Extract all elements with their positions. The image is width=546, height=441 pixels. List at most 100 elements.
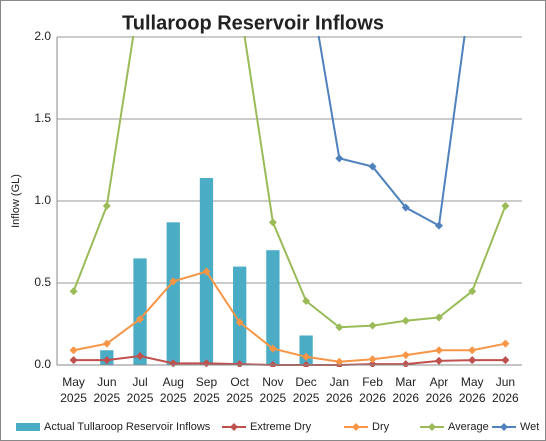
legend-label: Average [448, 421, 489, 433]
x-tick-label: Oct 2025 [226, 375, 253, 405]
point [302, 297, 311, 306]
legend-marker [500, 423, 508, 431]
x-tick-label-part: Jun [97, 375, 116, 389]
plot-area [69, 36, 510, 367]
x-tick-label: Jun 2025 [93, 375, 120, 405]
point [235, 318, 244, 327]
x-tick-label-part: Aug [163, 375, 184, 389]
series-line [73, 270, 506, 363]
legend-label: Dry [372, 421, 390, 433]
legend-marker [230, 423, 238, 431]
point [501, 356, 510, 365]
x-tick-label: Nov 2025 [260, 375, 287, 405]
point [268, 344, 277, 353]
y-axis-label: Inflow (GL) [10, 174, 22, 228]
x-tick-label-part: Jan [330, 375, 349, 389]
x-tick-label-part: Feb [362, 375, 383, 389]
x-tick-label: Jul 2025 [127, 375, 154, 405]
bar [166, 222, 180, 365]
x-tick-label: Mar 2026 [392, 375, 419, 405]
x-tick-label-part: 2026 [459, 391, 486, 405]
y-tick-label: 0.5 [34, 275, 51, 289]
x-tick-label-part: 2026 [492, 391, 519, 405]
legend-marker [428, 423, 436, 431]
y-tick-label: 0.0 [34, 357, 51, 371]
point [102, 356, 111, 365]
point [69, 287, 78, 296]
y-tick-label: 1.0 [34, 193, 51, 207]
point [335, 154, 344, 163]
point [169, 277, 178, 286]
x-tick-label: Jan 2026 [326, 375, 353, 405]
y-tick-label: 2.0 [34, 29, 51, 43]
point [401, 203, 410, 212]
bar [266, 250, 280, 365]
point [434, 346, 443, 355]
point [501, 339, 510, 348]
point [468, 346, 477, 355]
point [434, 221, 443, 230]
point [368, 321, 377, 330]
point [401, 351, 410, 360]
point [102, 201, 111, 210]
x-tick-label-part: Sep [196, 375, 218, 389]
x-tick-label-part: Oct [230, 375, 249, 389]
x-tick-label-part: 2025 [226, 391, 253, 405]
point [434, 313, 443, 322]
legend-label: Wet [520, 421, 539, 433]
point [335, 357, 344, 366]
legend-label: Extreme Dry [250, 421, 312, 433]
bar [233, 266, 247, 365]
x-tick-label: Jun 2026 [492, 375, 519, 405]
x-tick-label-part: 2026 [392, 391, 419, 405]
point [302, 352, 311, 361]
chart-title: Tullaroop Reservoir Inflows [122, 12, 384, 34]
x-tick-label: Feb 2026 [359, 375, 386, 405]
x-tick-label-part: May [62, 375, 85, 389]
x-tick-label-part: 2025 [160, 391, 187, 405]
point [368, 355, 377, 364]
point [69, 356, 78, 365]
x-tick-label-part: 2025 [193, 391, 220, 405]
point [434, 356, 443, 365]
series-line [72, 36, 507, 329]
bar [133, 258, 147, 365]
x-tick-label: Sep 2025 [193, 375, 220, 405]
x-tick-label-part: 2026 [426, 391, 453, 405]
x-tick-label-part: Nov [262, 375, 283, 389]
x-tick-label-part: Jul [132, 375, 147, 389]
point [468, 356, 477, 365]
x-tick-label-part: 2025 [93, 391, 120, 405]
x-tick-label: Aug 2025 [160, 375, 187, 405]
point [202, 267, 211, 276]
x-tick-label: May 2025 [60, 375, 87, 405]
x-tick-label-part: 2025 [293, 391, 320, 405]
x-tick-label: Apr 2026 [426, 375, 453, 405]
x-tick-label-part: 2025 [127, 391, 154, 405]
y-tick-label: 1.5 [34, 111, 51, 125]
point [102, 339, 111, 348]
point [136, 351, 145, 360]
x-tick-label-part: Apr [430, 375, 449, 389]
x-tick-label: Dec 2025 [293, 375, 320, 405]
x-tick-label-part: Jun [496, 375, 515, 389]
point [401, 316, 410, 325]
point [501, 201, 510, 210]
legend-swatch [16, 423, 40, 431]
point [368, 162, 377, 171]
point [335, 323, 344, 332]
x-tick-label-part: 2026 [359, 391, 386, 405]
point [69, 346, 78, 355]
x-tick-label: May 2026 [459, 375, 486, 405]
legend-marker [352, 423, 360, 431]
point [268, 218, 277, 227]
x-tick-label-part: 2026 [326, 391, 353, 405]
x-tick-label-part: Dec [295, 375, 316, 389]
x-tick-label-part: 2025 [60, 391, 87, 405]
point [136, 315, 145, 324]
x-tick-label-part: 2025 [260, 391, 287, 405]
x-tick-label-part: Mar [395, 375, 416, 389]
point [468, 287, 477, 296]
x-tick-label-part: May [461, 375, 484, 389]
